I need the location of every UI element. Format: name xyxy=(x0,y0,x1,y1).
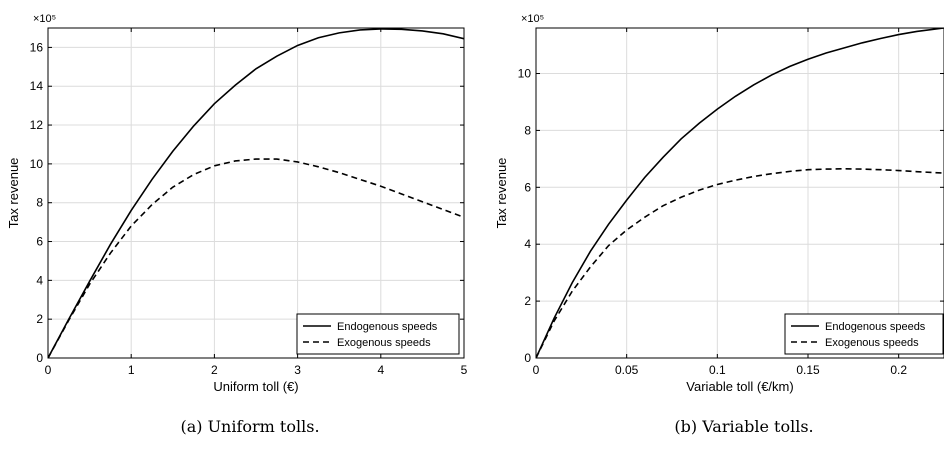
y-tick-label-a-4: 8 xyxy=(36,196,43,210)
legend-a: Endogenous speeds Exogenous speeds xyxy=(296,313,460,355)
y-tick-label-a-3: 6 xyxy=(36,235,43,249)
y-tick-label-b-4: 8 xyxy=(524,123,531,137)
y-tick-label-b-1: 2 xyxy=(524,294,531,308)
series-line-b-endogenous xyxy=(536,28,944,358)
legend-label-a-0: Endogenous speeds xyxy=(337,321,438,333)
x-tick-label-a-4: 4 xyxy=(377,363,384,377)
x-tick-label-a-1: 1 xyxy=(128,363,135,377)
x-tick-label-a-2: 2 xyxy=(211,363,218,377)
y-tick-label-a-2: 4 xyxy=(36,273,43,287)
legend-b: Endogenous speeds Exogenous speeds xyxy=(784,313,944,355)
y-tick-label-a-5: 10 xyxy=(30,157,44,171)
caption-b: (b) Variable tolls. xyxy=(674,417,813,436)
x-tick-label-b-3: 0.15 xyxy=(796,363,820,377)
x-tick-label-a-5: 5 xyxy=(461,363,468,377)
y-axis-label-b: Tax revenue xyxy=(494,158,509,229)
series-line-a-exogenous xyxy=(48,158,464,358)
x-axis-label-a: Uniform toll (€) xyxy=(213,379,298,394)
legend-label-a-1: Exogenous speeds xyxy=(337,337,431,349)
y-tick-label-a-1: 2 xyxy=(36,312,43,326)
y-tick-label-a-7: 14 xyxy=(30,79,44,93)
x-tick-label-b-0: 0 xyxy=(533,363,540,377)
y-tick-label-b-2: 4 xyxy=(524,237,531,251)
legend-label-b-1: Exogenous speeds xyxy=(825,337,919,349)
chart-panel-b: 0 0.05 0.1 0.15 0.2 0 2 4 6 8 10 ×10⁵ Variable toll … xyxy=(494,13,944,394)
x-tick-label-b-2: 0.1 xyxy=(709,363,726,377)
caption-a: (a) Uniform tolls. xyxy=(180,417,319,436)
y-tick-label-b-3: 6 xyxy=(524,180,531,194)
y-tick-label-a-6: 12 xyxy=(30,118,44,132)
x-tick-label-a-0: 0 xyxy=(45,363,52,377)
y-exponent-label-b: ×10⁵ xyxy=(521,13,544,25)
legend-box-b xyxy=(784,313,944,355)
plot-area-b xyxy=(535,27,944,359)
y-exponent-label-a: ×10⁵ xyxy=(33,13,56,25)
x-axis-label-b: Variable toll (€/km) xyxy=(686,379,793,394)
series-line-b-exogenous xyxy=(536,168,944,358)
legend-box-a xyxy=(296,313,460,355)
y-tick-label-a-8: 16 xyxy=(30,40,44,54)
plot-area-a xyxy=(47,27,465,359)
y-tick-label-b-5: 10 xyxy=(518,67,532,81)
series-line-a-endogenous xyxy=(48,28,464,358)
x-tick-label-b-1: 0.05 xyxy=(615,363,639,377)
y-tick-label-b-0: 0 xyxy=(524,351,531,365)
x-tick-label-b-4: 0.2 xyxy=(890,363,907,377)
legend-label-b-0: Endogenous speeds xyxy=(825,321,926,333)
y-axis-label-a: Tax revenue xyxy=(6,158,21,229)
x-tick-label-a-3: 3 xyxy=(294,363,301,377)
y-tick-label-a-0: 0 xyxy=(36,351,43,365)
